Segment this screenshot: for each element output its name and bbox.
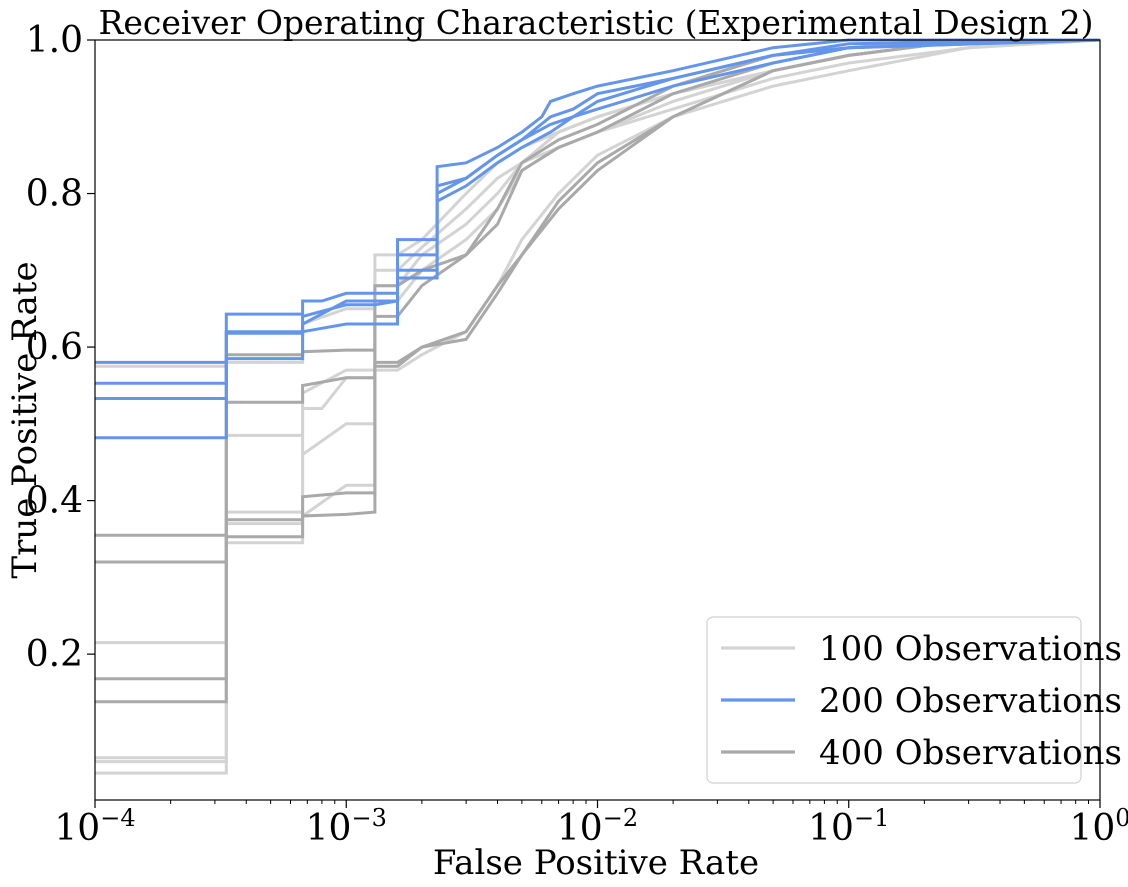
roc-curve-8 (95, 38, 1101, 440)
x-tick-base: 10 (1069, 808, 1115, 849)
y-axis-label: True Positive Rate (5, 261, 45, 578)
x-tick-label: 10−3 (306, 804, 387, 849)
legend-label: 400 Observations (819, 733, 1122, 773)
x-tick-base: 10 (557, 808, 603, 849)
x-tick-base: 10 (54, 808, 100, 849)
legend: 100 Observations 200 Observations 400 Obse… (706, 616, 1122, 784)
x-tick-label: 10−1 (808, 804, 889, 849)
x-tick-exponent: 0 (1115, 804, 1128, 832)
x-tick-label: 10−2 (557, 804, 638, 849)
x-tick-label: 100 (1069, 804, 1128, 849)
x-axis-label: False Positive Rate (433, 843, 759, 883)
y-axis-ticks: 0.2 0.4 0.6 0.8 1.0 (26, 20, 95, 675)
y-tick-label: 0.2 (26, 634, 83, 675)
legend-label: 200 Observations (819, 681, 1122, 721)
x-tick-label: 10−4 (54, 804, 135, 849)
x-tick-exponent: −4 (100, 804, 135, 832)
x-tick-exponent: −2 (603, 804, 638, 832)
y-tick-label: 1.0 (26, 20, 83, 61)
roc-curve-7 (95, 38, 1101, 400)
y-tick-label: 0.4 (26, 481, 83, 522)
legend-box (706, 616, 1082, 784)
x-tick-exponent: −3 (351, 804, 386, 832)
x-axis-ticks: 10−4 10−3 10−2 10−1 100 (54, 800, 1128, 849)
y-tick-label: 0.6 (26, 327, 83, 368)
series-layer (95, 38, 1101, 775)
legend-label: 100 Observations (819, 629, 1122, 669)
x-tick-base: 10 (808, 808, 854, 849)
chart-title: Receiver Operating Characteristic (Exper… (99, 3, 1094, 42)
x-tick-base: 10 (306, 808, 352, 849)
y-tick-label: 0.8 (26, 174, 83, 215)
x-tick-exponent: −1 (854, 804, 889, 832)
